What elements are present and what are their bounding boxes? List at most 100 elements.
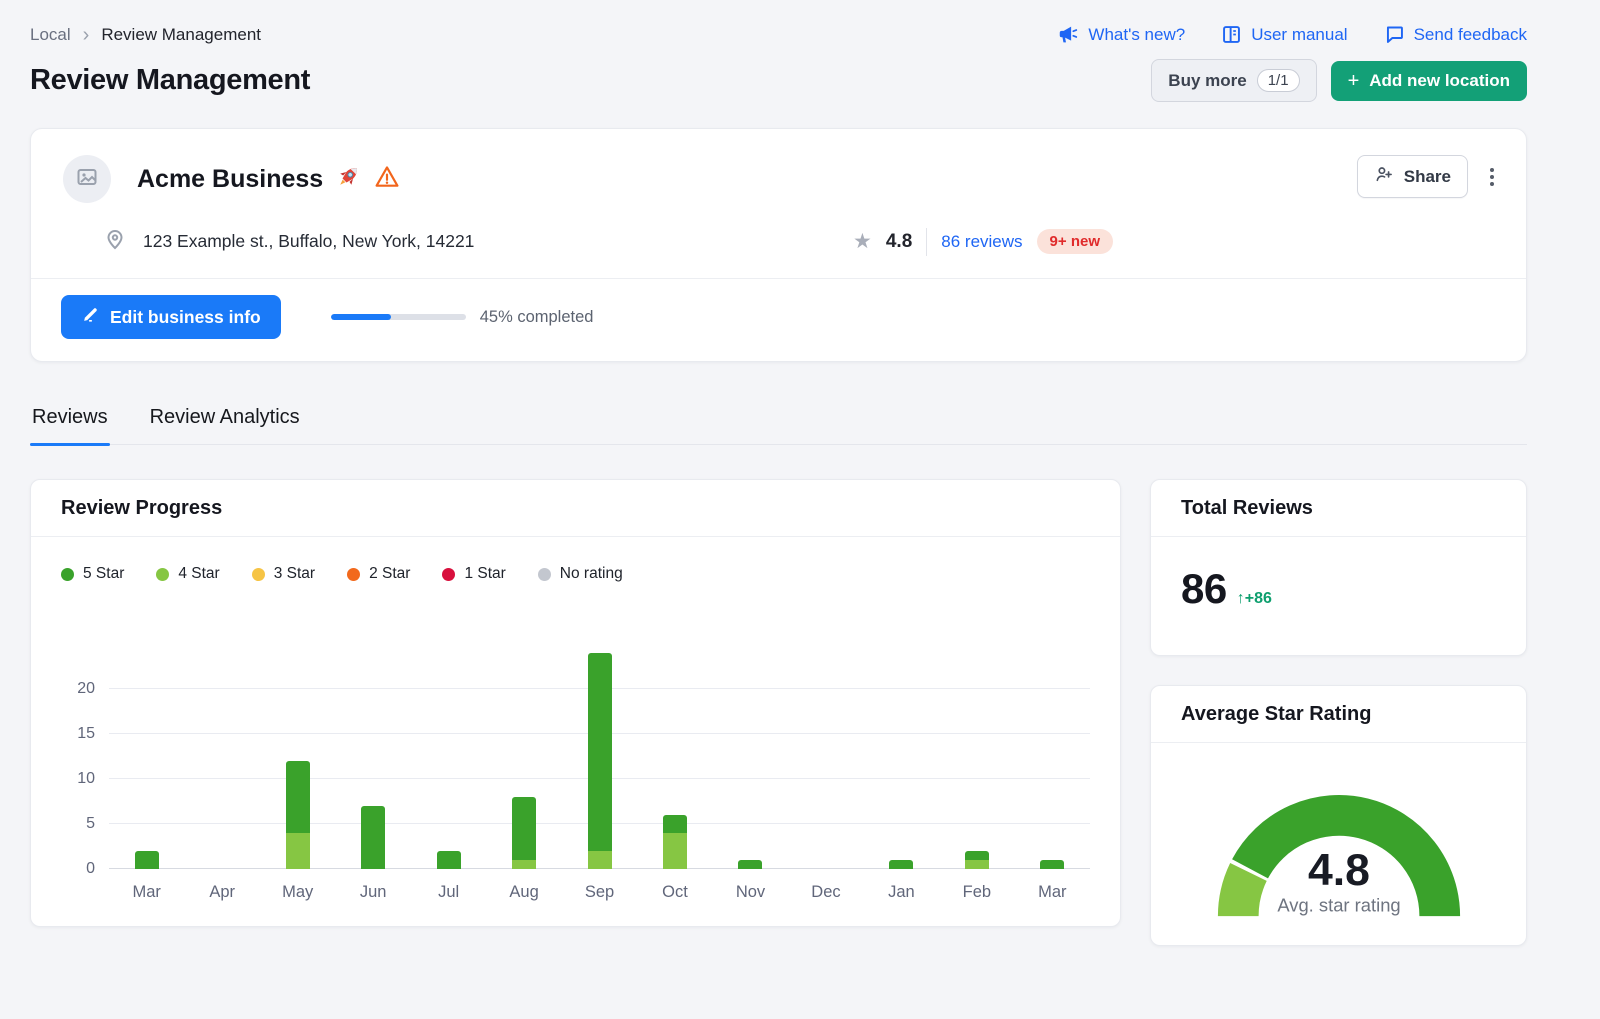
legend-label: No rating	[559, 565, 623, 582]
user-manual-link[interactable]: User manual	[1221, 24, 1348, 45]
legend-item-3-star[interactable]: 3 Star	[251, 565, 316, 583]
bar-segment-4-star	[285, 833, 310, 869]
x-tick-label-nov-8: Nov	[735, 883, 766, 901]
total-reviews-title: Total Reviews	[1151, 480, 1526, 537]
bar-column-aug-5	[486, 635, 561, 869]
bar-columns	[109, 635, 1090, 869]
chevron-right-icon: ›	[82, 23, 90, 46]
y-tick-label-0: 0	[86, 860, 95, 877]
total-reviews-panel: Total Reviews 86 ↑+86	[1150, 479, 1527, 656]
chart-legend: 5 Star 4 Star 3 Star 2 Star 1 Star No rating	[61, 565, 1090, 583]
bar-segment-4-star	[587, 851, 612, 869]
person-add-icon	[1374, 164, 1394, 189]
chat-icon	[1384, 24, 1405, 45]
bar-feb	[964, 851, 989, 869]
review-management-page: Local › Review Management What's new? Us…	[30, 23, 1527, 946]
buy-more-quota-badge: 1/1	[1256, 69, 1300, 92]
business-name-row: Acme Business	[137, 163, 400, 195]
legend-dot-2-star	[347, 567, 361, 581]
total-reviews-body: 86 ↑+86	[1151, 537, 1526, 655]
gauge-segment-5-star	[1231, 795, 1460, 917]
help-links: What's new? User manual Send feedback	[1058, 24, 1527, 45]
bar-mar	[1040, 860, 1065, 869]
gauge-value: 4.8	[1308, 846, 1370, 895]
bar-column-nov-8	[713, 635, 788, 869]
right-column: Total Reviews 86 ↑+86 Average Star Ratin…	[1150, 479, 1527, 946]
total-reviews-delta: ↑+86	[1236, 590, 1272, 607]
book-icon	[1221, 24, 1242, 45]
tab-reviews[interactable]: Reviews	[30, 400, 110, 446]
legend-dot-1-star	[442, 567, 456, 581]
bar-segment-5-star	[738, 860, 763, 869]
bar-segment-5-star	[889, 860, 914, 869]
plot-wrap: Mar Apr May Jun Jul Aug Sep Oct Nov Dec Jan Feb Mar	[109, 635, 1090, 902]
progress-label: 45% completed	[479, 307, 594, 326]
x-tick-label-mar-12: Mar	[1038, 883, 1067, 901]
legend-item-4-star[interactable]: 4 Star	[156, 565, 220, 583]
bar-column-sep-6	[562, 635, 637, 869]
edit-business-info-button[interactable]: Edit business info	[61, 295, 281, 339]
kebab-menu-icon[interactable]	[1486, 162, 1498, 192]
business-card-top: Acme Business Share 123 Example st., Buf…	[31, 129, 1526, 278]
bar-oct	[663, 815, 688, 869]
rating-group: ★ 4.8 86 reviews 9+ new	[853, 227, 1113, 256]
rating-value: 4.8	[885, 230, 913, 252]
legend-item-5-star[interactable]: 5 Star	[61, 565, 124, 583]
progress-fill	[330, 314, 392, 320]
whats-new-link[interactable]: What's new?	[1058, 24, 1185, 45]
new-reviews-badge: 9+ new	[1036, 229, 1113, 254]
send-feedback-link[interactable]: Send feedback	[1384, 24, 1527, 45]
bar-column-mar-0	[109, 635, 184, 869]
bar-column-mar-12	[1015, 635, 1090, 869]
breadcrumb-local[interactable]: Local	[30, 24, 71, 44]
location-pin-icon	[103, 227, 127, 256]
bar-segment-4-star	[512, 860, 537, 869]
y-tick-label-10: 10	[77, 770, 95, 787]
x-tick-label-feb-11: Feb	[962, 883, 992, 901]
bar-chart: 0 5 10 15 20 Mar Apr May Jun Jul Aug Sep Oct Nov Dec J…	[61, 635, 1090, 902]
legend-label: 2 Star	[369, 565, 411, 582]
reviews-count-link[interactable]: 86 reviews	[941, 231, 1023, 251]
plus-icon: +	[1347, 69, 1360, 92]
rating-gauge: 4.8 Avg. star rating	[1151, 743, 1526, 945]
tab-review-analytics[interactable]: Review Analytics	[149, 406, 300, 428]
x-tick-label-may-2: May	[282, 883, 314, 901]
share-label: Share	[1403, 166, 1451, 186]
legend-label: 4 Star	[178, 565, 220, 582]
y-tick-label-20: 20	[77, 680, 95, 697]
legend-dot-4-star	[156, 567, 170, 581]
bar-segment-4-star	[663, 833, 688, 869]
bar-segment-5-star	[134, 851, 159, 869]
bar-may	[285, 761, 310, 869]
legend-item-2-star[interactable]: 2 Star	[347, 565, 410, 583]
legend-item-1-star[interactable]: 1 Star	[442, 565, 506, 583]
average-star-rating-title: Average Star Rating	[1151, 686, 1526, 743]
bar-segment-4-star	[964, 860, 989, 869]
add-location-label: Add new location	[1369, 70, 1510, 90]
y-tick-label-15: 15	[77, 725, 95, 742]
add-new-location-button[interactable]: + Add new location	[1330, 60, 1527, 101]
x-axis-labels: Mar Apr May Jun Jul Aug Sep Oct Nov Dec Jan Feb Mar	[109, 883, 1090, 902]
bar-segment-5-star	[285, 761, 310, 833]
main-content: Review Progress 5 Star 4 Star 3 Star 2 Star…	[30, 479, 1527, 946]
tab-bar: Reviews Review Analytics	[30, 400, 1527, 446]
share-button[interactable]: Share	[1356, 155, 1468, 198]
review-progress-title: Review Progress	[31, 480, 1120, 537]
legend-label: 1 Star	[464, 565, 506, 582]
profile-progress-bar	[330, 314, 466, 320]
buy-more-label: Buy more	[1168, 70, 1247, 90]
legend-label: 3 Star	[273, 565, 316, 582]
bar-sep	[587, 653, 612, 869]
bar-segment-5-star	[512, 797, 537, 860]
bar-column-apr-1	[184, 635, 259, 869]
bar-segment-5-star	[587, 653, 612, 851]
legend-item-no-rating[interactable]: No rating	[537, 565, 623, 583]
legend-dot-3-star	[251, 567, 265, 581]
pencil-icon	[81, 305, 100, 329]
business-header: Acme Business	[63, 155, 1498, 203]
x-tick-label-jul-4: Jul	[438, 883, 460, 901]
gauge-segment-4-star	[1217, 863, 1267, 917]
buy-more-button[interactable]: Buy more 1/1	[1151, 59, 1317, 102]
send-feedback-label: Send feedback	[1413, 24, 1527, 44]
